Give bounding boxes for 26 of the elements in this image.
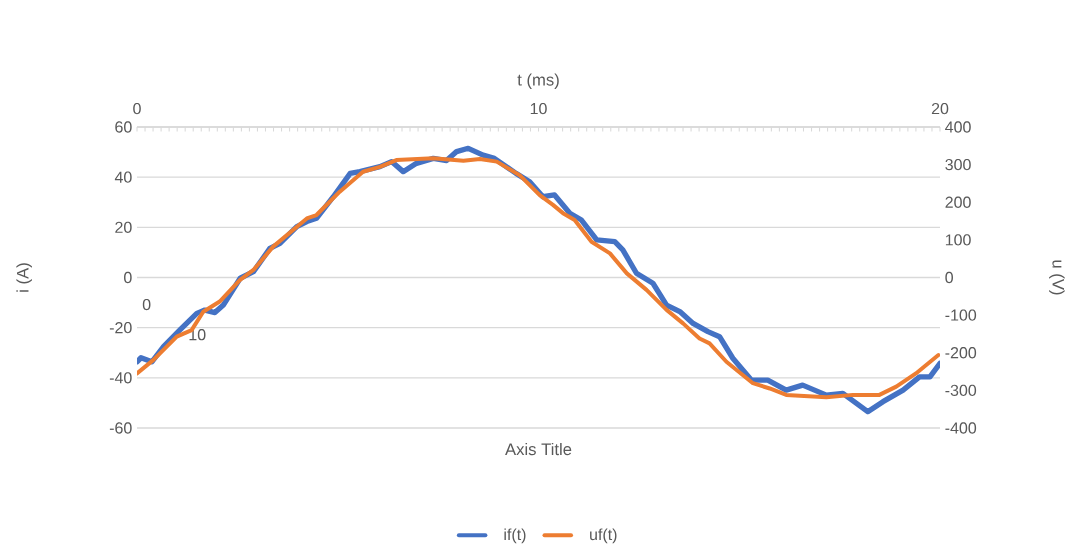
y-tick-label: 40 (114, 171, 132, 183)
y-tick-label: 20 (115, 221, 132, 233)
y2-tick-label: -100 (945, 309, 977, 321)
y-tick-label: 60 (115, 121, 132, 133)
legend-label: uf(t) (590, 528, 617, 544)
legend-label: if(t) (504, 528, 526, 544)
y-tick-label: -40 (109, 372, 132, 384)
y2-tick-label: 100 (945, 234, 971, 246)
y2-tick-label: 200 (945, 196, 971, 208)
y2-tick-label: -200 (945, 347, 977, 359)
x-tick-label: 0 (133, 102, 141, 115)
y-axis-title: i (A) (16, 263, 32, 292)
y2-tick-label: 300 (945, 158, 971, 171)
x-tick-label: 20 (931, 102, 949, 115)
y2-tick-label: -400 (945, 422, 977, 434)
y-tick-label: -20 (109, 321, 132, 334)
y2-tick-label: 0 (945, 271, 953, 284)
y-tick-label: 0 (124, 271, 132, 284)
text: Axis Title (505, 442, 572, 456)
annotation: 0 (142, 298, 151, 311)
y-tick-label: -60 (109, 422, 132, 434)
y2-tick-label: -300 (945, 384, 977, 397)
y2-axis-title: u (V) (1049, 260, 1065, 295)
x-axis-title: t (ms) (517, 73, 559, 89)
x-tick-label: 10 (530, 102, 547, 115)
y2-tick-label: 400 (945, 121, 971, 133)
